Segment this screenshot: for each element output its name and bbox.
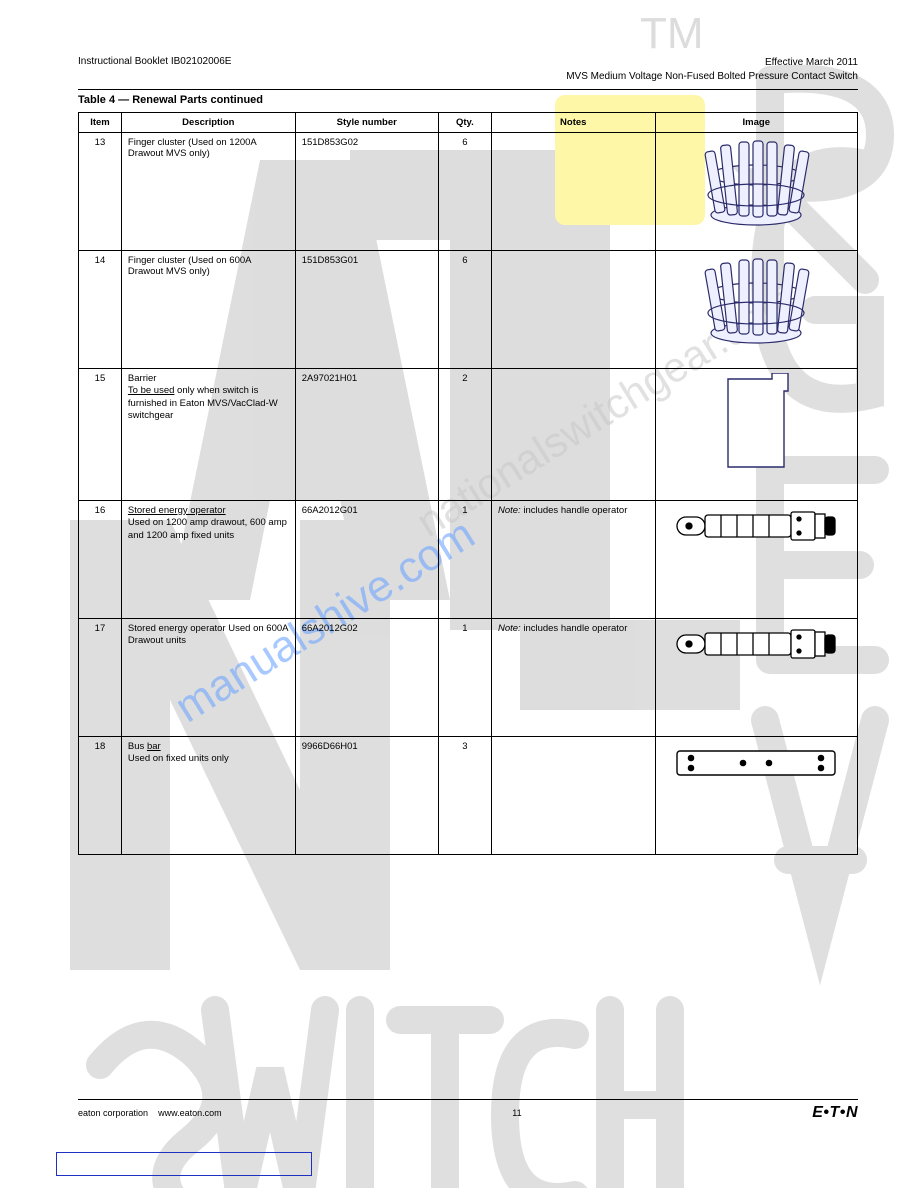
doc-id: Instructional Booklet IB02102006E [78,56,231,83]
cell-item: 13 [79,133,122,251]
col-desc: Description [121,113,295,133]
col-style: Style number [295,113,438,133]
cell-image [655,251,857,369]
desc-rest: Used on fixed units only [128,753,229,764]
page-number: 11 [512,1108,521,1118]
footer-url: www.eaton.com [158,1108,222,1118]
table-row: 13 Finger cluster (Used on 1200A Drawout… [79,133,858,251]
barrier-icon [716,373,796,473]
desc-link: Stored energy operator [128,505,226,516]
operator-icon [671,505,841,547]
cell-item: 16 [79,501,122,619]
cell-notes: Note: includes handle operator [491,501,655,619]
cell-item: 15 [79,369,122,501]
bottom-blue-box [56,1152,312,1176]
cell-desc: Stored energy operator Used on 600A Draw… [121,619,295,737]
eaton-logo: E•T•N [812,1104,858,1122]
cell-item: 18 [79,737,122,855]
cell-desc: Finger cluster (Used on 1200A Drawout MV… [121,133,295,251]
doc-date: Effective March 2011 [566,56,858,70]
desc-prefix: Bus [128,741,147,752]
cell-desc: Stored energy operator Used on 1200 amp … [121,501,295,619]
desc-rest: Used on 1200 amp drawout, 600 amp and 12… [128,517,287,540]
cell-qty: 2 [438,369,491,501]
table-caption: Table 4 — Renewal Parts continued [78,94,858,106]
cell-notes [491,251,655,369]
logo-part: T [830,1104,840,1121]
note-rest: includes handle operator [521,623,628,634]
doc-title: MVS Medium Voltage Non-Fused Bolted Pres… [566,70,858,84]
cell-item: 14 [79,251,122,369]
cell-image [655,619,857,737]
note-label: Note: [498,623,521,634]
cell-notes [491,369,655,501]
cell-desc: Barrier To be used only when switch is f… [121,369,295,501]
col-notes: Notes [491,113,655,133]
cell-desc: Bus bar Used on fixed units only [121,737,295,855]
cell-notes: Note: includes handle operator [491,619,655,737]
desc-link: bar [147,741,161,752]
cell-style: 2A97021H01 [295,369,438,501]
finger-cluster-icon [696,255,816,350]
cell-image [655,369,857,501]
note-rest: includes handle operator [521,505,628,516]
table-row: 18 Bus bar Used on fixed units only 9966… [79,737,858,855]
col-image: Image [655,113,857,133]
table-row: 14 Finger cluster (Used on 600A Drawout … [79,251,858,369]
cell-notes [491,133,655,251]
table-row: 15 Barrier To be used only when switch i… [79,369,858,501]
desc-prefix: Barrier [128,373,157,384]
cell-qty: 3 [438,737,491,855]
header-rule [78,89,858,90]
cell-style: 9966D66H01 [295,737,438,855]
logo-part: N [846,1104,858,1121]
finger-cluster-icon [696,137,816,232]
col-qty: Qty. [438,113,491,133]
cell-notes [491,737,655,855]
footer-company: eaton corporation [78,1108,148,1118]
table-header-row: Item Description Style number Qty. Notes… [79,113,858,133]
col-item: Item [79,113,122,133]
cell-style: 151D853G02 [295,133,438,251]
cell-image [655,737,857,855]
cell-desc: Finger cluster (Used on 600A Drawout MVS… [121,251,295,369]
cell-image [655,133,857,251]
parts-table: Item Description Style number Qty. Notes… [78,112,858,855]
operator-icon [671,623,841,665]
cell-style: 66A2012G01 [295,501,438,619]
cell-item: 17 [79,619,122,737]
cell-image [655,501,857,619]
cell-qty: 1 [438,619,491,737]
desc-link: To be used [128,385,174,396]
logo-part: E [812,1104,823,1121]
cell-qty: 1 [438,501,491,619]
cell-style: 66A2012G02 [295,619,438,737]
busbar-icon [671,741,841,785]
footer-rule [78,1099,858,1100]
note-label: Note: [498,505,521,516]
cell-qty: 6 [438,251,491,369]
page-footer: eaton corporation www.eaton.com 11 E•T•N [78,1099,858,1122]
table-row: 17 Stored energy operator Used on 600A D… [79,619,858,737]
doc-header: Instructional Booklet IB02102006E Effect… [78,56,858,83]
cell-qty: 6 [438,133,491,251]
table-row: 16 Stored energy operator Used on 1200 a… [79,501,858,619]
cell-style: 151D853G01 [295,251,438,369]
